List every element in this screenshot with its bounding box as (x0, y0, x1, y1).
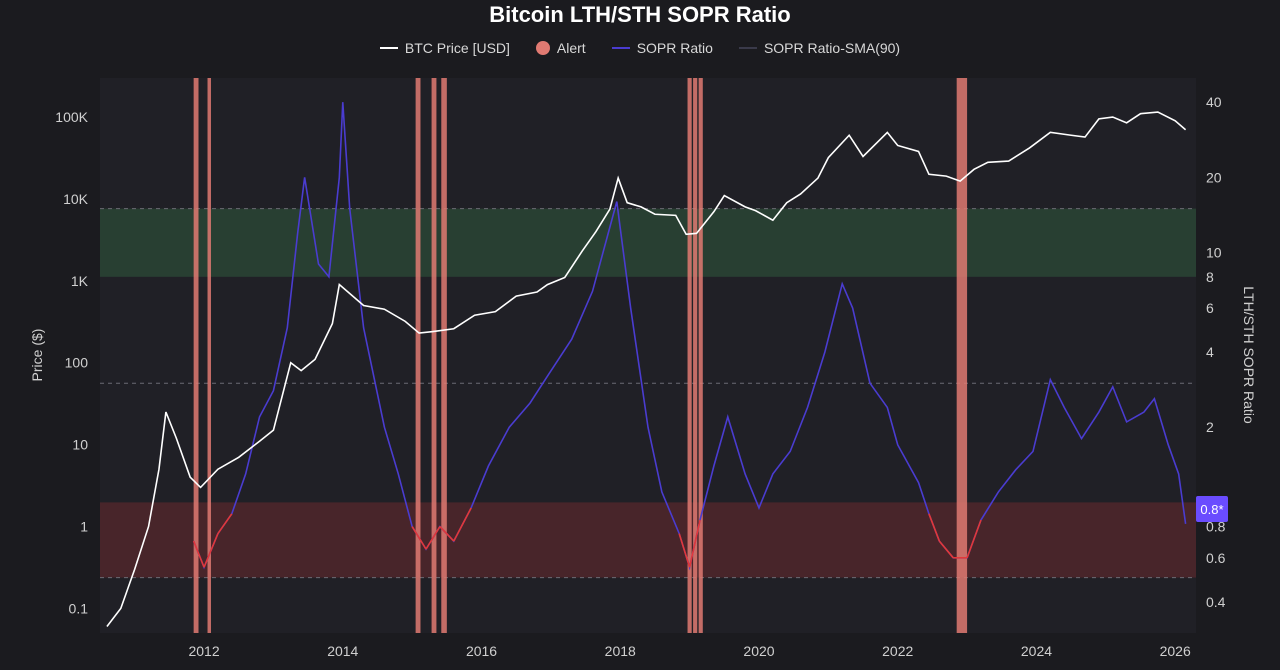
legend-label-sopr-sma: SOPR Ratio-SMA(90) (763, 40, 901, 56)
x-tick-2020: 2020 (743, 643, 774, 659)
sopr-low-segment-18 (411, 526, 427, 550)
x-tick-2022: 2022 (882, 643, 913, 659)
x-tick-2026: 2026 (1160, 643, 1191, 659)
alert-bar-7 (698, 78, 703, 633)
legend-swatch-alert (535, 41, 550, 55)
y-left-tick-10K: 10K (63, 191, 89, 207)
sopr-low-segment-1 (203, 533, 219, 568)
y-right-tick-0.6: 0.6 (1206, 550, 1226, 566)
alerts-layer (193, 78, 968, 633)
sopr-low-segment-19 (425, 526, 441, 550)
sopr-low-segment-51 (938, 540, 954, 559)
alert-bar-6 (693, 78, 698, 633)
y-right-tick-2: 2 (1206, 419, 1214, 435)
alert-bar-4 (441, 78, 447, 633)
y-left-tick-10: 10 (72, 437, 88, 453)
sopr-low-segment-34 (688, 519, 701, 568)
y-right-tick-0.4: 0.4 (1206, 594, 1226, 610)
chart-title: Bitcoin LTH/STH SOPR Ratio (489, 2, 791, 27)
sopr-low-segment-50 (928, 513, 941, 542)
series-layer (106, 102, 1187, 628)
sopr-low-segment-53 (966, 519, 982, 559)
x-tick-2012: 2012 (188, 643, 219, 659)
band-low-zone (100, 502, 1196, 578)
y-left-tick-0.1: 0.1 (69, 600, 89, 616)
x-tick-2014: 2014 (327, 643, 358, 659)
legend-label-alert: Alert (556, 40, 586, 56)
y-left-axis-label: Price ($) (29, 329, 45, 382)
legend-item-sopr-ratio[interactable]: SOPR Ratio (611, 40, 713, 56)
chart-legend: BTC Price [USD] Alert SOPR Ratio SOPR Ra… (0, 40, 1280, 56)
legend-item-alert[interactable]: Alert (535, 40, 586, 56)
y-left-tick-1: 1 (80, 518, 88, 534)
bands-layer (100, 208, 1196, 578)
band-high-zone (100, 208, 1196, 277)
legend-label-sopr-ratio: SOPR Ratio (636, 40, 713, 56)
legend-swatch-sopr-ratio (611, 47, 630, 49)
legend-label-btc-price: BTC Price [USD] (404, 40, 510, 56)
alert-bar-2 (415, 78, 421, 633)
grid-layer (100, 208, 1196, 579)
y-left-tick-100K: 100K (55, 109, 88, 125)
alert-bar-0 (193, 78, 199, 633)
alert-bar-5 (687, 78, 692, 633)
btc-price-line (106, 111, 1187, 628)
legend-swatch-sopr-sma (738, 47, 757, 49)
sopr-low-segment-0 (192, 540, 205, 568)
sopr-low-segment-2 (217, 513, 233, 535)
y-right-tick-6: 6 (1206, 300, 1214, 316)
y-right-tick-40: 40 (1206, 94, 1222, 110)
sopr-low-segment-33 (678, 533, 691, 568)
x-tick-2016: 2016 (466, 643, 497, 659)
y-left-tick-1K: 1K (71, 273, 89, 289)
current-value-badge: 0.8* (1196, 496, 1228, 522)
y-right-tick-20: 20 (1206, 169, 1222, 185)
sopr-low-segment-20 (439, 526, 455, 542)
y-right-axis-label: LTH/STH SOPR Ratio (1241, 286, 1257, 424)
y-right-tick-4: 4 (1206, 344, 1214, 360)
sopr-low-segment-21 (453, 507, 472, 542)
x-tick-2024: 2024 (1021, 643, 1052, 659)
y-left-tick-100: 100 (65, 355, 89, 371)
y-right-tick-8: 8 (1206, 269, 1214, 285)
legend-item-sopr-sma[interactable]: SOPR Ratio-SMA(90) (738, 40, 901, 56)
alert-bar-8 (956, 78, 968, 633)
alert-bar-1 (207, 78, 211, 633)
x-tick-2018: 2018 (605, 643, 636, 659)
legend-swatch-btc-price (379, 47, 398, 49)
alert-bar-3 (431, 78, 437, 633)
y-right-tick-10: 10 (1206, 245, 1222, 261)
y-right-tick-0.8: 0.8 (1206, 519, 1226, 535)
legend-item-btc-price[interactable]: BTC Price [USD] (379, 40, 510, 56)
